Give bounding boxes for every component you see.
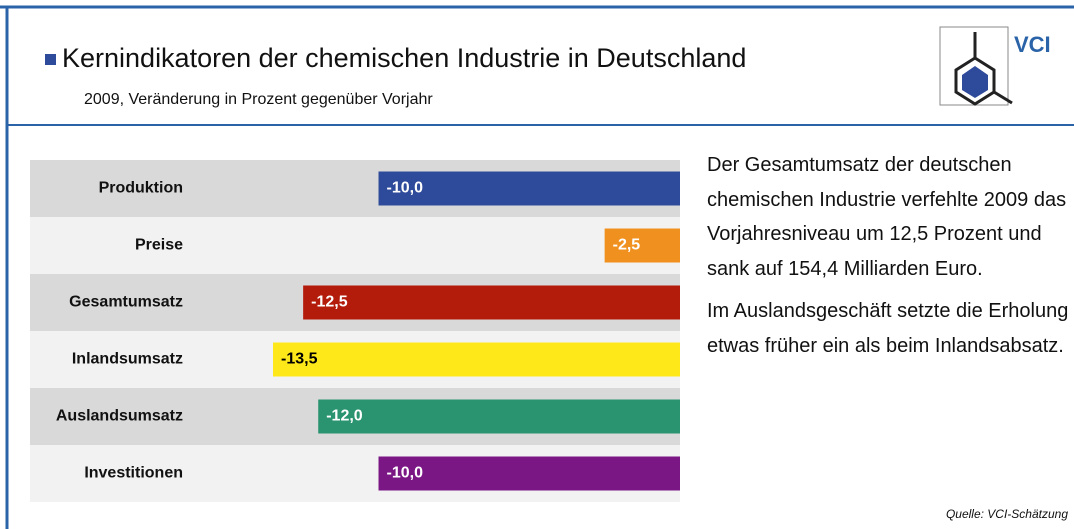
logo-hexagon (954, 56, 996, 106)
y-tick-label: Investitionen (84, 465, 183, 482)
value-label: -10,0 (387, 180, 424, 197)
description-paragraph: Der Gesamtumsatz der deutschen chemische… (707, 154, 1067, 280)
y-tick-label: Preise (135, 237, 183, 254)
value-label: -12,0 (326, 408, 363, 425)
bar (273, 342, 680, 377)
logo-text: VCI (1014, 32, 1051, 57)
bar (378, 456, 680, 491)
value-label: -10,0 (387, 465, 424, 482)
bar (303, 285, 680, 320)
bar (318, 399, 680, 434)
value-label: -2,5 (613, 237, 641, 254)
y-tick-label: Gesamtumsatz (69, 294, 183, 311)
value-label: -13,5 (281, 351, 318, 368)
y-tick-label: Produktion (99, 180, 183, 197)
title-bullet (45, 54, 56, 65)
chart-title: Kernindikatoren der chemischen Industrie… (62, 43, 746, 73)
logo: VCI (939, 26, 1051, 106)
description-paragraph: Im Auslandsgeschäft setzte die Erholung … (707, 300, 1069, 357)
chart-subtitle: 2009, Veränderung in Prozent gegenüber V… (84, 91, 433, 108)
logo-fill (962, 66, 988, 98)
y-tick-label: Auslandsumsatz (56, 408, 183, 425)
source: Quelle: VCI-Schätzung (946, 507, 1068, 521)
bar (604, 228, 680, 263)
description: Der Gesamtumsatz der deutschen chemische… (707, 148, 1073, 371)
logo-line (993, 90, 1013, 105)
value-label: -12,5 (311, 294, 348, 311)
row-band (30, 217, 680, 274)
y-tick-label: Inlandsumsatz (72, 351, 183, 368)
bar (378, 171, 680, 206)
